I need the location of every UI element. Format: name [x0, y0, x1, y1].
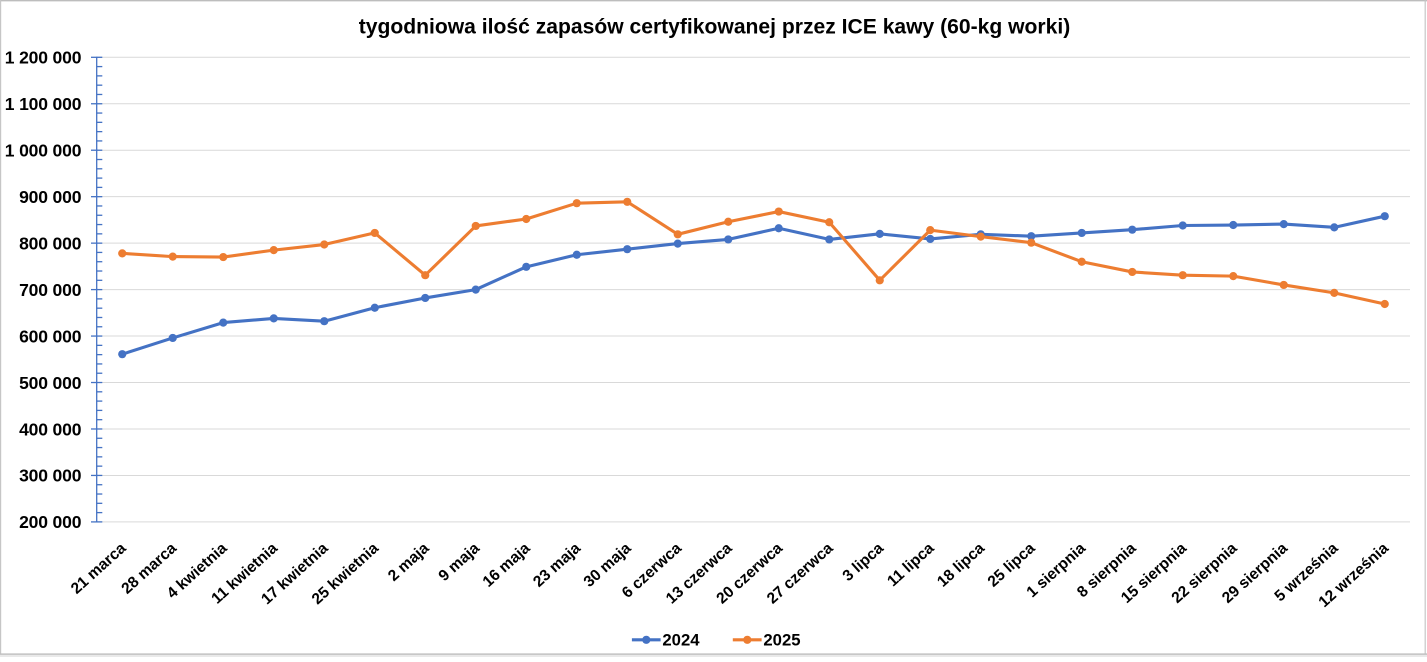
- svg-text:300 000: 300 000: [19, 466, 82, 486]
- svg-text:500 000: 500 000: [19, 373, 82, 393]
- svg-text:600 000: 600 000: [19, 326, 82, 346]
- svg-text:700 000: 700 000: [19, 280, 82, 300]
- svg-text:400 000: 400 000: [19, 419, 82, 439]
- svg-text:1 200 000: 1 200 000: [5, 48, 82, 68]
- svg-text:900 000: 900 000: [19, 187, 82, 207]
- svg-text:1 000 000: 1 000 000: [5, 141, 82, 161]
- svg-text:2024: 2024: [662, 631, 700, 650]
- svg-text:1 100 000: 1 100 000: [5, 94, 82, 114]
- svg-text:200 000: 200 000: [19, 512, 82, 532]
- svg-text:tygodniowa ilość zapasów certy: tygodniowa ilość zapasów certyfikowanej …: [359, 16, 1071, 39]
- svg-text:2025: 2025: [763, 631, 800, 650]
- svg-text:800 000: 800 000: [19, 233, 82, 253]
